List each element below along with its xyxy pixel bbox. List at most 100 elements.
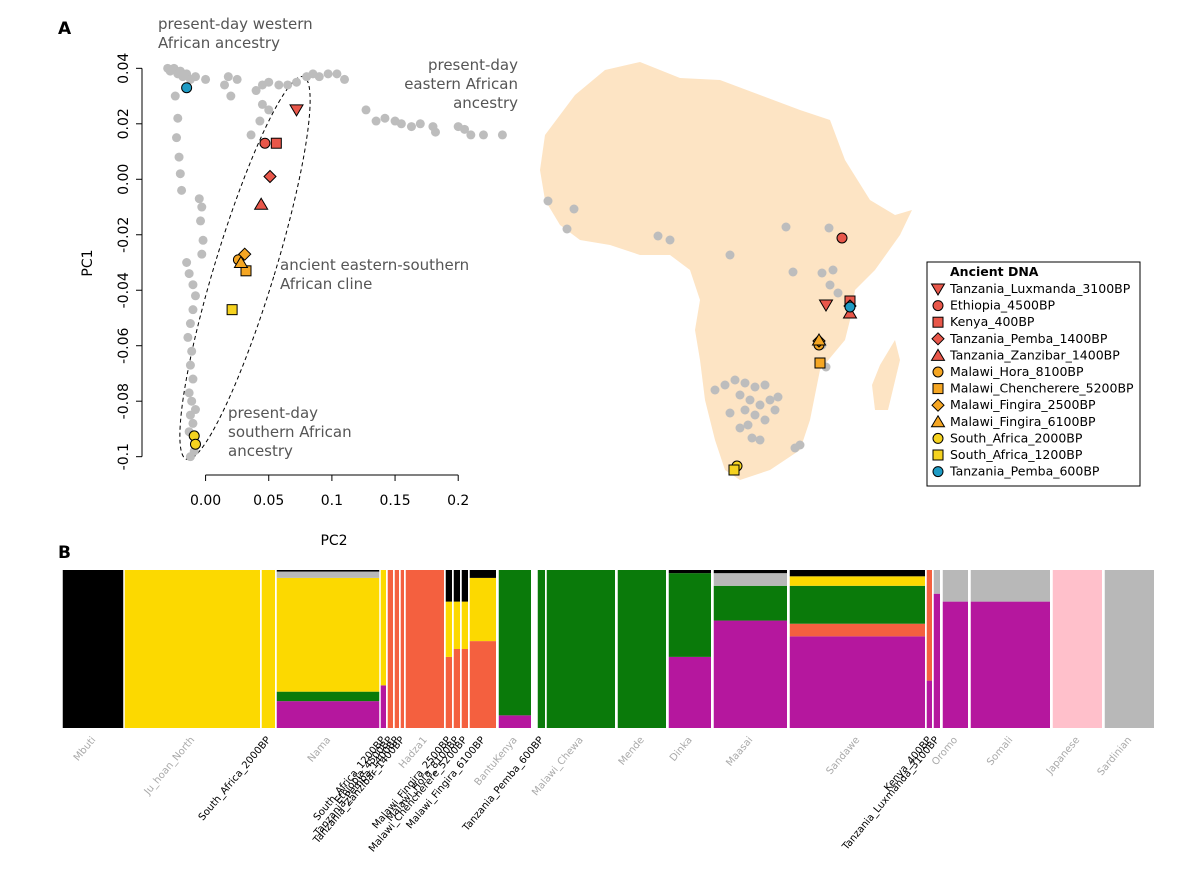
ancestry-segment bbox=[469, 641, 496, 728]
map-location bbox=[747, 433, 757, 443]
ancestry-segment bbox=[1104, 570, 1154, 728]
reference-point bbox=[430, 127, 440, 137]
y-tick-label: 0.00 bbox=[116, 164, 132, 195]
legend-marker bbox=[930, 414, 946, 428]
map-location bbox=[755, 400, 765, 410]
legend-marker bbox=[932, 366, 944, 378]
reference-point bbox=[264, 105, 274, 115]
reference-point bbox=[196, 216, 206, 226]
map-sample bbox=[728, 464, 740, 476]
map-location bbox=[569, 204, 579, 214]
legend-marker bbox=[932, 300, 944, 312]
ancestry-segment bbox=[713, 573, 787, 586]
legend-label: Tanzania_Luxmanda_3100BP bbox=[949, 281, 1131, 296]
reference-point bbox=[188, 374, 198, 384]
reference-point bbox=[323, 69, 333, 79]
ancestry-segment bbox=[453, 570, 460, 602]
map-location bbox=[720, 380, 730, 390]
ancestry-segment bbox=[380, 570, 386, 686]
map-sample bbox=[836, 232, 848, 244]
reference-point bbox=[332, 69, 342, 79]
ancestry-segment bbox=[668, 573, 711, 657]
legend-label: Malawi_Fingira_6100BP bbox=[950, 414, 1096, 429]
map-location bbox=[543, 196, 553, 206]
ancestry-segment bbox=[405, 570, 444, 728]
legend-marker bbox=[932, 432, 944, 444]
annotation: African ancestry bbox=[158, 34, 280, 52]
legend-marker bbox=[932, 449, 944, 461]
africa-map bbox=[540, 62, 912, 480]
map-location bbox=[740, 405, 750, 415]
reference-point bbox=[251, 86, 261, 96]
reference-point bbox=[314, 72, 324, 82]
ancestry-segment bbox=[668, 656, 711, 728]
y-tick-label: -0.06 bbox=[116, 328, 132, 364]
annotation: southern African bbox=[228, 423, 352, 441]
annotation: present-day bbox=[428, 56, 518, 74]
reference-point bbox=[170, 91, 180, 101]
reference-point bbox=[497, 130, 507, 140]
ancestry-segment bbox=[789, 570, 925, 577]
reference-point bbox=[197, 202, 207, 212]
panel-label: A bbox=[58, 19, 72, 39]
reference-point bbox=[188, 418, 198, 428]
reference-point bbox=[172, 133, 182, 143]
ancestry-segment bbox=[124, 570, 260, 728]
ancestry-segment bbox=[400, 570, 404, 728]
map-location bbox=[743, 420, 753, 430]
y-tick-label: 0.02 bbox=[116, 108, 132, 139]
ancestry-segment bbox=[942, 601, 968, 728]
ancestry-segment bbox=[445, 570, 452, 602]
ancestry-segment bbox=[276, 577, 380, 692]
population-label: Dinka bbox=[668, 735, 695, 764]
annotation: African cline bbox=[280, 275, 372, 293]
reference-point bbox=[274, 80, 284, 90]
reference-point bbox=[257, 99, 267, 109]
x-tick-label: 0.2 bbox=[447, 493, 469, 509]
population-label: South_Africa_2000BP bbox=[197, 735, 274, 823]
legend-label: South_Africa_2000BP bbox=[950, 430, 1083, 445]
ancestry-segment bbox=[469, 570, 496, 578]
ancestry-segment bbox=[789, 623, 925, 637]
reference-point bbox=[220, 80, 230, 90]
map-location bbox=[773, 392, 783, 402]
reference-point bbox=[182, 258, 192, 267]
ancestry-segment bbox=[461, 649, 468, 728]
map-sample bbox=[844, 301, 856, 313]
legend-label: Tanzania_Pemba_1400BP bbox=[949, 331, 1108, 346]
population-label: Sandawe bbox=[825, 735, 863, 777]
ancestry-segment bbox=[461, 601, 468, 649]
annotation: ancient eastern-southern bbox=[280, 256, 469, 274]
map-location bbox=[653, 231, 663, 241]
legend-label: South_Africa_1200BP bbox=[950, 447, 1083, 462]
map-location bbox=[788, 267, 798, 277]
reference-point bbox=[187, 396, 197, 406]
y-tick-label: -0.04 bbox=[116, 272, 132, 308]
y-tick-label: -0.1 bbox=[116, 443, 132, 470]
legend-marker bbox=[932, 466, 944, 478]
map-sample bbox=[811, 333, 827, 346]
marker bbox=[259, 137, 271, 149]
map-location bbox=[745, 395, 755, 405]
ancestry-segment bbox=[498, 715, 531, 728]
reference-point bbox=[185, 360, 195, 370]
y-tick-label: -0.02 bbox=[116, 217, 132, 253]
population-label: Ju_hoan_North bbox=[142, 735, 197, 798]
reference-point bbox=[177, 185, 187, 195]
reference-point bbox=[197, 249, 207, 259]
map-location bbox=[755, 435, 765, 445]
ancestry-segment bbox=[276, 701, 380, 728]
ancestry-segment bbox=[789, 585, 925, 624]
reference-point bbox=[201, 74, 211, 84]
reference-point bbox=[396, 119, 406, 129]
ancestry-segment bbox=[445, 656, 452, 728]
map-location bbox=[562, 224, 572, 234]
legend-box bbox=[926, 261, 1141, 487]
reference-point bbox=[361, 105, 371, 115]
reference-point bbox=[184, 269, 194, 279]
x-tick-label: 0.1 bbox=[321, 493, 343, 509]
ancestry-segment bbox=[445, 601, 452, 657]
population-label: Maasai bbox=[724, 735, 755, 769]
map-location bbox=[765, 395, 775, 405]
map-location bbox=[665, 235, 675, 245]
